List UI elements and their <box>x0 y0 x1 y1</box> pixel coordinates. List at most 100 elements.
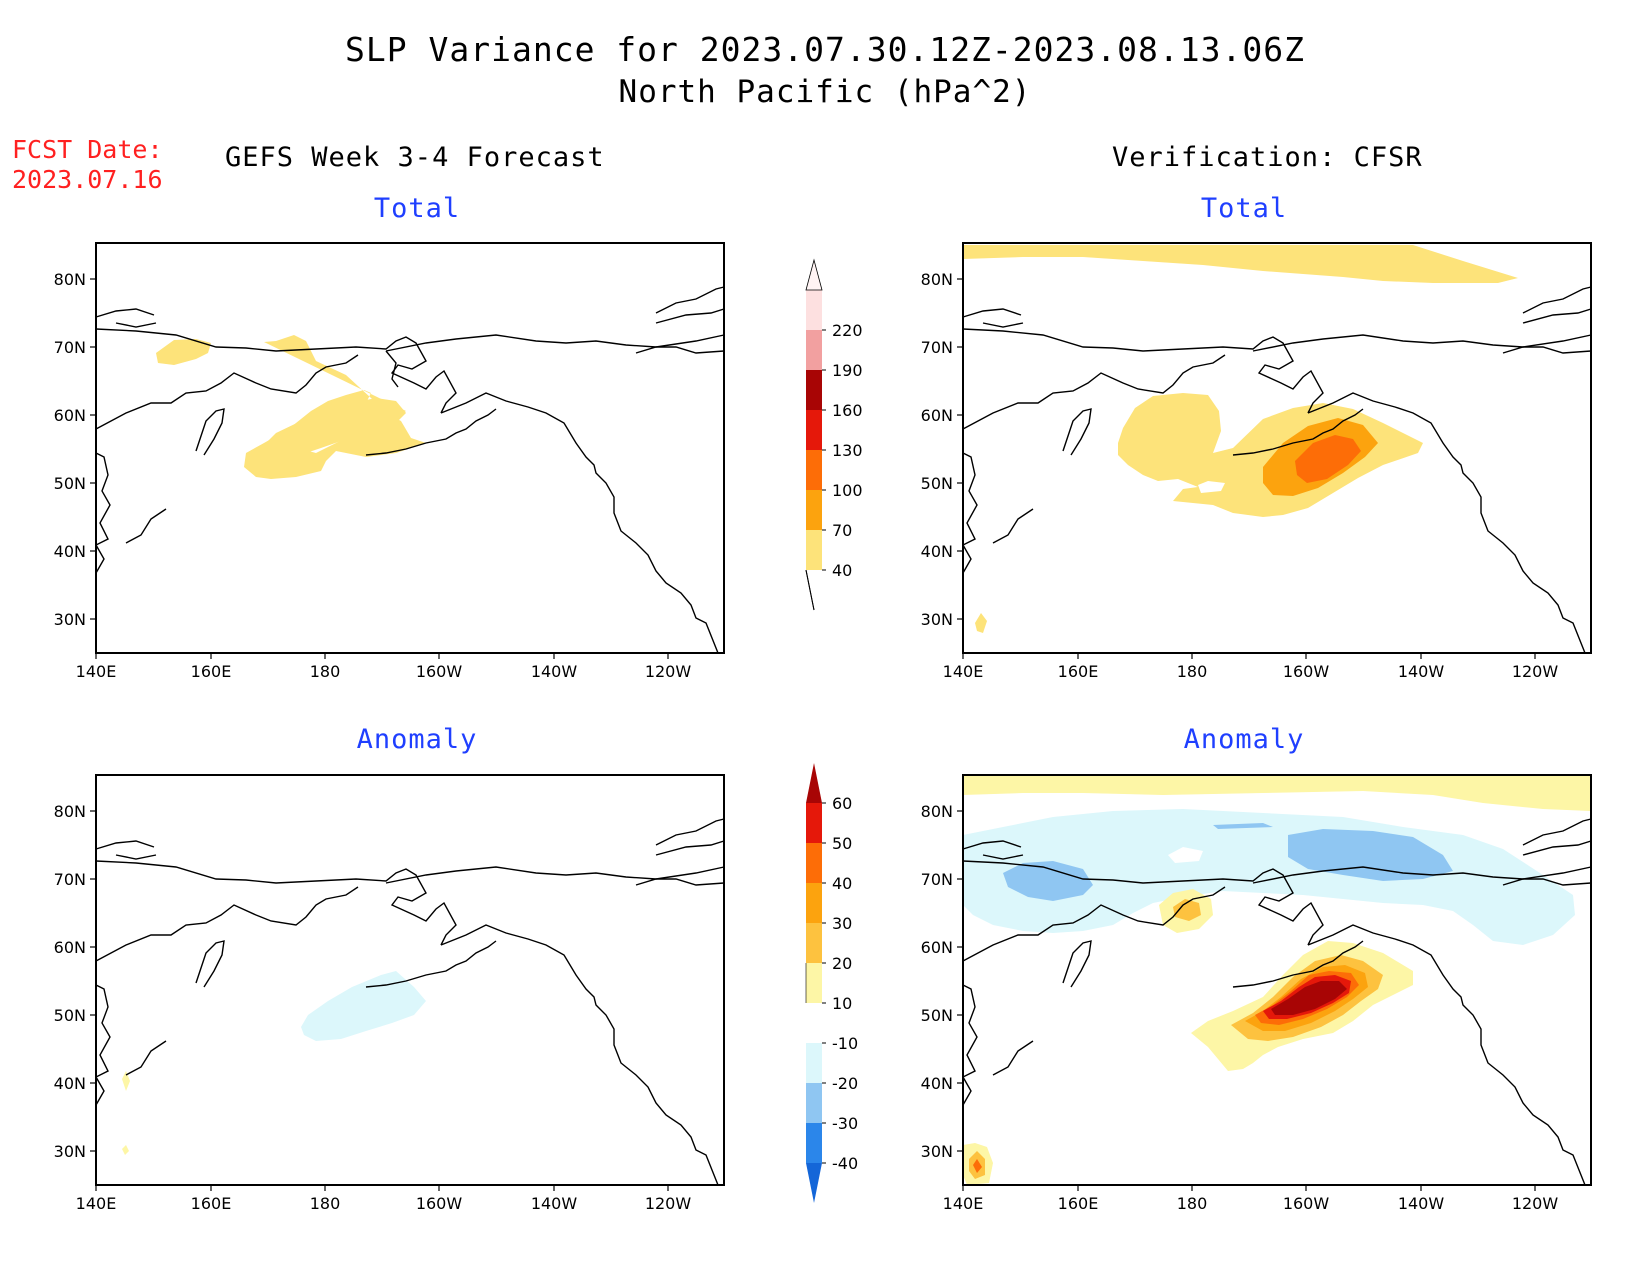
variance-40-70-subtropic <box>975 613 987 633</box>
colorbar-anomaly: -40 -30 -20 -10 10 20 30 40 50 60 <box>805 763 858 1203</box>
panel-title-cfsr-total: Total <box>1200 193 1288 224</box>
panel-title-cfsr-anomaly: Anomaly <box>1183 724 1305 755</box>
colorbar-total: 40 70 100 130 160 190 220 <box>805 258 863 611</box>
lat-tick-label: 30N <box>921 610 953 629</box>
colorbar-label: 220 <box>832 321 863 340</box>
lon-tick-label: 160E <box>1058 662 1099 681</box>
lon-tick-label: 160W <box>416 662 463 681</box>
coastline <box>962 286 1592 654</box>
lon-tick-label: 120W <box>1512 662 1559 681</box>
lat-tick-label: 80N <box>54 270 86 289</box>
map-panel-gefs-total <box>95 242 725 654</box>
anomaly-gap-arctic <box>1168 847 1203 863</box>
colorbar-label: 160 <box>832 401 863 420</box>
colorbar-label: 60 <box>832 794 852 813</box>
map-panel-gefs-anomaly <box>95 774 725 1186</box>
colorbar-segment <box>806 530 822 570</box>
colorbar-segment <box>806 963 822 1003</box>
lon-tick-label: 140W <box>1398 662 1445 681</box>
variance-gap <box>1198 481 1225 493</box>
chart-subtitle: North Pacific (hPa^2) <box>618 74 1032 110</box>
colorbar-segment <box>806 803 822 843</box>
lon-tick-label: 180 <box>1177 1194 1208 1213</box>
anomaly-10-20-arctic-band <box>963 775 1591 811</box>
variance-40-70-main <box>1118 393 1423 517</box>
colorbar-label: 50 <box>832 834 852 853</box>
colorbar-label: 10 <box>832 994 852 1013</box>
lat-tick-label: 80N <box>921 802 953 821</box>
colorbar-segment <box>806 1083 822 1123</box>
lon-tick-label: 160E <box>1058 1194 1099 1213</box>
colorbar-segment <box>806 290 822 330</box>
colorbar-label: 30 <box>832 914 852 933</box>
lat-tick-label: 60N <box>54 938 86 957</box>
lon-tick-label: 160W <box>1283 1194 1330 1213</box>
lat-tick-label: 70N <box>54 870 86 889</box>
colorbar-label: 130 <box>832 441 863 460</box>
colorbar-segment <box>806 330 822 370</box>
coastline <box>962 818 1592 1186</box>
anomaly-10-20-a <box>122 1071 130 1091</box>
lon-tick-label: 140W <box>1398 1194 1445 1213</box>
colorbar-label: 70 <box>832 521 852 540</box>
column-title-cfsr: Verification: CFSR <box>1112 142 1423 173</box>
lat-tick-label: 40N <box>921 542 953 561</box>
lon-tick-label: 140W <box>531 662 578 681</box>
chart-title: SLP Variance for 2023.07.30.12Z-2023.08.… <box>345 30 1305 69</box>
colorbar-label: -40 <box>832 1154 858 1173</box>
lon-tick-label: 120W <box>1512 1194 1559 1213</box>
lat-tick-label: 60N <box>921 938 953 957</box>
colorbar-segment <box>806 1003 822 1043</box>
colorbar-label: 20 <box>832 954 852 973</box>
lat-tick-label: 40N <box>54 1074 86 1093</box>
variance-40-70-arctic-band <box>963 245 1518 283</box>
colorbar-label: 100 <box>832 481 863 500</box>
lat-tick-label: 40N <box>921 1074 953 1093</box>
colorbar-label: -10 <box>832 1034 858 1053</box>
lat-tick-label: 70N <box>921 338 953 357</box>
lon-tick-label: 140E <box>943 662 984 681</box>
lon-tick-label: 140E <box>943 1194 984 1213</box>
anomaly-neg-10-0 <box>301 971 426 1041</box>
lat-tick-label: 40N <box>54 542 86 561</box>
colorbar-label: -30 <box>832 1114 858 1133</box>
lat-tick-label: 50N <box>921 474 953 493</box>
colorbar-segment <box>806 923 822 963</box>
lat-tick-label: 60N <box>54 406 86 425</box>
colorbar-segment <box>806 410 822 450</box>
lat-tick-label: 70N <box>921 870 953 889</box>
anomaly-neg-20-10-west <box>1003 861 1093 901</box>
axis-labels: 80N 70N 60N 50N 40N 30N 140E 160E 180 160W 140W 120… <box>54 270 1559 1213</box>
lon-tick-label: 160E <box>191 662 232 681</box>
lon-tick-label: 180 <box>1177 662 1208 681</box>
lon-tick-label: 140E <box>76 662 117 681</box>
lon-tick-label: 140E <box>76 1194 117 1213</box>
anomaly-10-20-b <box>122 1145 129 1155</box>
lat-tick-label: 80N <box>921 270 953 289</box>
anomaly-neg-20-10-thin <box>1213 823 1273 829</box>
lon-tick-label: 180 <box>310 662 341 681</box>
colorbar-segment <box>806 1043 822 1083</box>
colorbar-upper-extension <box>806 763 822 803</box>
anomaly-above-60-center <box>1271 981 1347 1015</box>
lat-tick-label: 30N <box>54 610 86 629</box>
lat-tick-label: 60N <box>921 406 953 425</box>
lon-tick-label: 160E <box>191 1194 232 1213</box>
lat-tick-label: 70N <box>54 338 86 357</box>
coastline <box>95 818 725 1186</box>
colorbar-segment <box>806 843 822 883</box>
map-panel-cfsr-total <box>962 242 1592 654</box>
colorbar-segment <box>806 370 822 410</box>
panel-title-gefs-total: Total <box>373 193 461 224</box>
panel-title-gefs-anomaly: Anomaly <box>356 724 478 755</box>
lat-tick-label: 50N <box>921 1006 953 1025</box>
lon-tick-label: 120W <box>645 1194 692 1213</box>
colorbar-lower-extension <box>806 1163 822 1203</box>
colorbar-label: 40 <box>832 561 852 580</box>
lon-tick-label: 180 <box>310 1194 341 1213</box>
colorbar-segment <box>806 1123 822 1163</box>
anomaly-20-30-aleutian <box>1173 899 1201 921</box>
anomaly-neg-20-10-east <box>1288 829 1453 881</box>
variance-40-70-bering <box>261 398 406 465</box>
